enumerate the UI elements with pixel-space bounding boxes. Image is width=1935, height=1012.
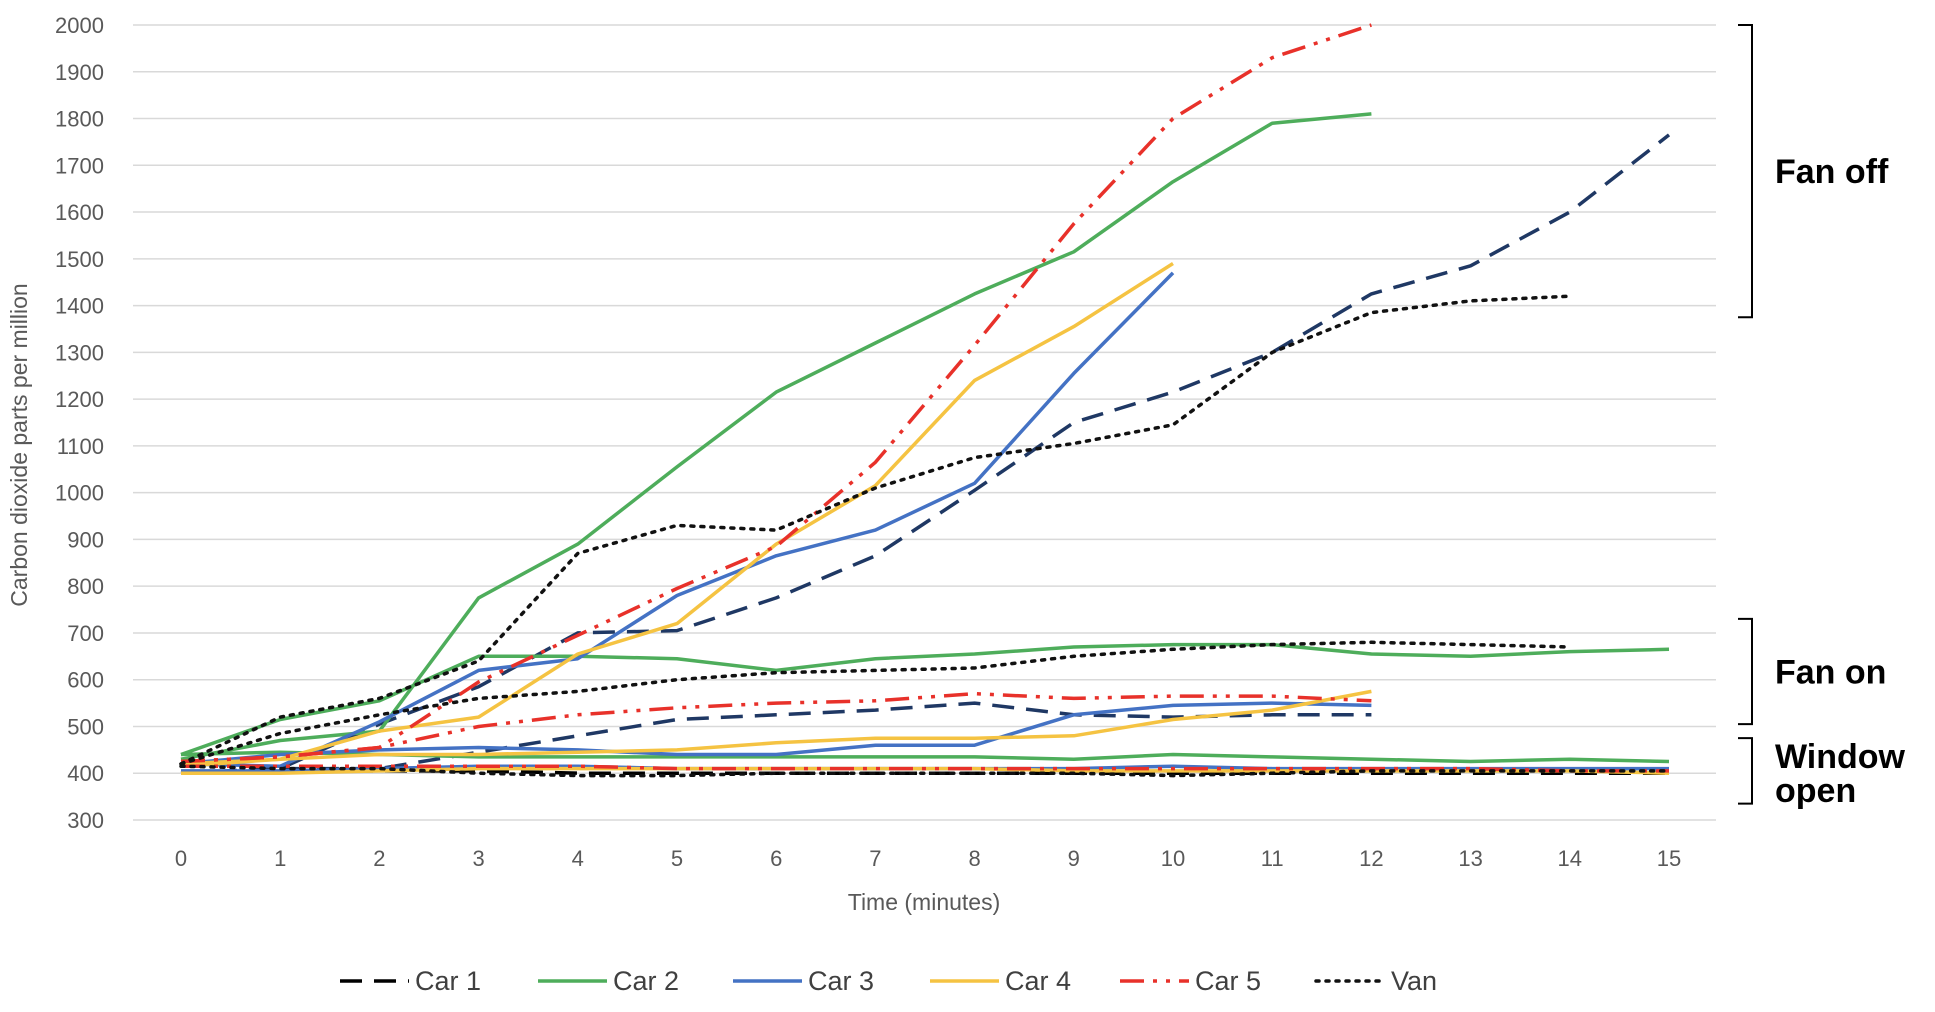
annotation-label: Window xyxy=(1775,738,1906,776)
x-tick-label: 3 xyxy=(472,846,484,871)
y-tick-label: 600 xyxy=(67,668,104,693)
y-tick-label: 400 xyxy=(67,761,104,786)
x-tick-label: 2 xyxy=(373,846,385,871)
gridlines xyxy=(133,24,1716,821)
annotation-label: Fan off xyxy=(1775,153,1889,191)
legend-label: Car 3 xyxy=(808,966,874,996)
legend: Car 1 Car 2 Car 3 Car 4 Car 5 Van xyxy=(340,966,1437,996)
series-line-car-4-fan-on xyxy=(180,689,1372,768)
legend-label: Car 1 xyxy=(415,966,481,996)
legend-label: Car 2 xyxy=(613,966,679,996)
series-line-car-3-fan-on xyxy=(180,701,1372,766)
y-tick-label: 900 xyxy=(67,527,104,552)
series-line-van-fan-on xyxy=(179,640,1572,766)
y-tick-label: 1000 xyxy=(55,481,104,506)
annotation-label: Fan on xyxy=(1775,654,1886,692)
x-tick-label: 13 xyxy=(1458,846,1482,871)
x-tick-label: 10 xyxy=(1161,846,1185,871)
y-tick-label: 1600 xyxy=(55,200,104,225)
annotation-label: open xyxy=(1775,772,1856,810)
y-tick-label: 2000 xyxy=(55,13,104,38)
x-tick-label: 12 xyxy=(1359,846,1383,871)
x-tick-label: 6 xyxy=(770,846,782,871)
y-tick-label: 1500 xyxy=(55,247,104,272)
legend-label: Van xyxy=(1391,966,1437,996)
x-axis-title: Time (minutes) xyxy=(848,889,1001,915)
series-line-car-2-fan-off xyxy=(180,112,1372,761)
x-tick-label: 11 xyxy=(1261,846,1284,871)
y-tick-label: 300 xyxy=(67,808,104,833)
x-tick-label: 4 xyxy=(572,846,584,871)
y-tick-label: 1300 xyxy=(55,340,104,365)
y-tick-label: 1900 xyxy=(55,60,104,85)
x-tick-label: 5 xyxy=(671,846,683,871)
x-tick-label: 8 xyxy=(968,846,980,871)
y-tick-label: 800 xyxy=(67,574,104,599)
y-tick-label: 1200 xyxy=(55,387,104,412)
y-tick-label: 1700 xyxy=(55,153,104,178)
x-tick-label: 9 xyxy=(1068,846,1080,871)
annotation-bracket xyxy=(1738,617,1753,726)
x-tick-label: 7 xyxy=(869,846,881,871)
y-tick-label: 500 xyxy=(67,714,104,739)
series-line-car-1-fan-on xyxy=(180,701,1372,775)
series-line-van-fan-off xyxy=(179,294,1572,766)
series-line-car-5-fan-on xyxy=(180,691,1372,764)
series-lines xyxy=(179,23,1671,778)
x-tick-label: 0 xyxy=(175,846,187,871)
y-tick-label: 700 xyxy=(67,621,104,646)
annotation-bracket xyxy=(1738,737,1753,805)
x-tick-label: 14 xyxy=(1558,846,1582,871)
legend-label: Car 4 xyxy=(1005,966,1071,996)
series-line-car-1-fan-off xyxy=(180,133,1671,775)
y-axis-title: Carbon dioxide parts per million xyxy=(6,283,32,606)
y-tick-label: 1800 xyxy=(55,107,104,132)
series-line-car-3-fan-off xyxy=(180,271,1175,768)
x-axis-ticks: 0 1 2 3 4 5 6 7 8 9 10 11 12 13 14 15 xyxy=(175,846,1681,871)
y-axis-ticks: 300 400 500 600 700 800 900 1000 1100 1200 1300 140… xyxy=(55,13,104,833)
legend-label: Car 5 xyxy=(1195,966,1261,996)
series-line-car-4-fan-off xyxy=(180,262,1174,766)
y-tick-label: 1400 xyxy=(55,294,104,319)
y-tick-label: 1100 xyxy=(57,434,104,459)
series-line-car-5-window-open xyxy=(181,764,1669,773)
x-tick-label: 15 xyxy=(1657,846,1681,871)
x-tick-label: 1 xyxy=(274,846,286,871)
series-line-van-window-open xyxy=(179,764,1671,778)
annotation-bracket xyxy=(1738,24,1753,319)
